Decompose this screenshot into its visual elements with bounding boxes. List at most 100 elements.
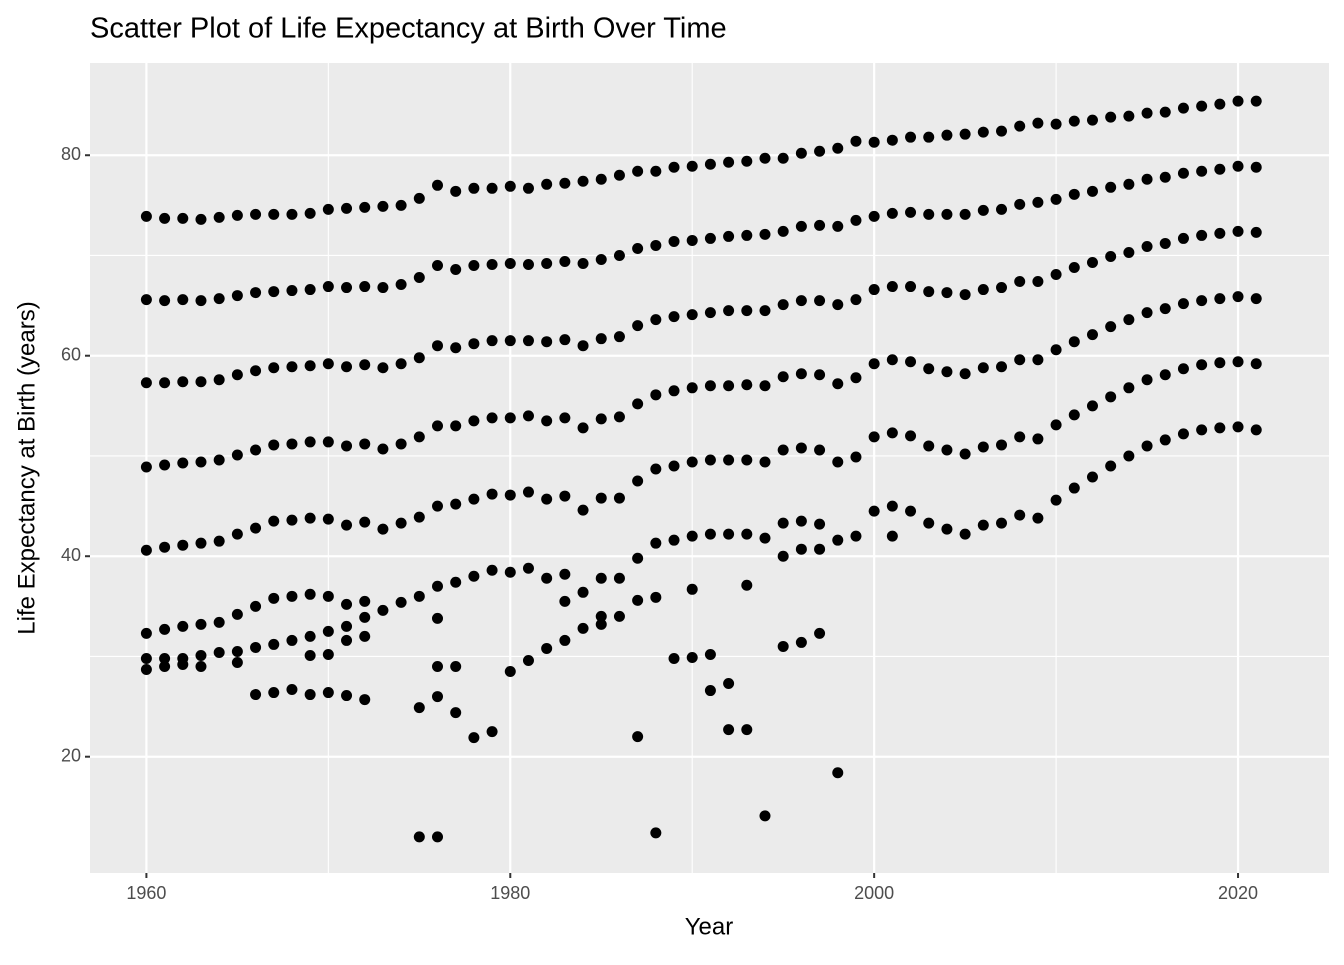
point [1068, 115, 1080, 127]
y-tick-label: 80 [61, 144, 81, 164]
point [814, 219, 826, 231]
point [432, 260, 444, 271]
point [759, 380, 771, 392]
point [177, 376, 189, 388]
point [377, 362, 389, 374]
point [286, 634, 298, 646]
point [140, 652, 152, 664]
point [195, 649, 207, 661]
point [195, 456, 207, 468]
point [795, 442, 807, 454]
point [1177, 298, 1189, 310]
point [886, 354, 898, 366]
point [595, 333, 607, 345]
point [668, 235, 680, 247]
point [686, 583, 698, 595]
point [486, 182, 498, 194]
point [850, 135, 862, 147]
point [250, 365, 262, 377]
x-tick-label: 2020 [1218, 883, 1258, 903]
point [814, 444, 826, 456]
point [777, 517, 789, 529]
point [595, 253, 607, 265]
point [322, 203, 334, 215]
point [1196, 295, 1208, 307]
point [577, 175, 589, 187]
point [1032, 512, 1044, 524]
point [686, 382, 698, 394]
point [359, 595, 371, 607]
point [486, 488, 498, 500]
point [286, 684, 298, 696]
point [814, 543, 826, 555]
point [1232, 225, 1244, 237]
point [850, 372, 862, 384]
point [250, 641, 262, 653]
point [704, 685, 716, 697]
point [923, 208, 935, 220]
point [1141, 440, 1153, 452]
point [213, 211, 225, 223]
point [268, 439, 280, 451]
point [541, 415, 553, 427]
point [1159, 237, 1171, 249]
point [432, 420, 444, 432]
point [413, 590, 425, 602]
point [377, 523, 389, 535]
point [832, 534, 844, 546]
point [541, 642, 553, 654]
point [1232, 356, 1244, 368]
point [668, 311, 680, 323]
y-axis-title: Life Expectancy at Birth (years) [13, 301, 40, 634]
point [886, 530, 898, 542]
point [450, 498, 462, 510]
point [759, 810, 771, 822]
point [250, 522, 262, 534]
point [1141, 374, 1153, 386]
point [1177, 363, 1189, 375]
point [541, 336, 553, 348]
point [577, 586, 589, 598]
point [1032, 433, 1044, 445]
point [723, 380, 735, 392]
point [632, 552, 644, 564]
point [432, 612, 444, 624]
point [832, 299, 844, 311]
point [231, 656, 243, 668]
point [959, 368, 971, 380]
point [886, 134, 898, 146]
point [996, 439, 1008, 451]
point [304, 436, 316, 448]
point [1214, 163, 1226, 175]
point [959, 448, 971, 460]
point [140, 461, 152, 473]
point [140, 663, 152, 675]
point [268, 638, 280, 650]
point [504, 335, 516, 347]
point [304, 284, 316, 296]
point [1159, 171, 1171, 183]
point [850, 451, 862, 463]
point [704, 232, 716, 244]
point [668, 534, 680, 546]
point [850, 214, 862, 226]
y-tick-label: 20 [61, 745, 81, 765]
point [522, 654, 534, 666]
point [450, 420, 462, 432]
point [795, 147, 807, 159]
point [322, 281, 334, 293]
point [377, 443, 389, 455]
point [996, 282, 1008, 294]
point [432, 179, 444, 191]
point [741, 579, 753, 591]
point [795, 368, 807, 380]
point [868, 358, 880, 370]
y-tick-label: 60 [61, 344, 81, 364]
point [231, 645, 243, 657]
point [1250, 95, 1262, 107]
point [468, 732, 480, 744]
point [759, 532, 771, 544]
point [341, 202, 353, 214]
point [996, 125, 1008, 137]
point [177, 658, 189, 670]
